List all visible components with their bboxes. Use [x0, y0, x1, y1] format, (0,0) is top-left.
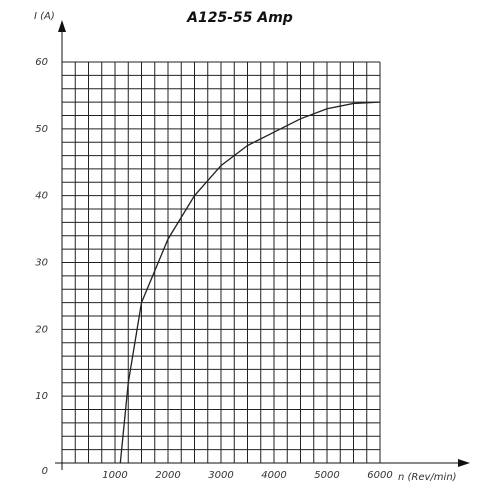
- y-tick-label: 0: [42, 466, 48, 477]
- x-tick-label: 6000: [367, 470, 392, 481]
- x-tick-label: 4000: [261, 470, 286, 481]
- y-axis-arrow: [58, 20, 66, 32]
- x-axis-label: n (Rev/min): [398, 472, 457, 483]
- x-axis-arrow: [458, 459, 470, 467]
- chart-title: A125-55 Amp: [186, 10, 293, 26]
- x-tick-label: 3000: [208, 470, 233, 481]
- y-tick-label: 20: [35, 324, 48, 335]
- x-tick-label: 1000: [102, 470, 127, 481]
- y-tick-label: 40: [35, 191, 48, 202]
- y-tick-label: 50: [35, 124, 48, 135]
- x-tick-label: 5000: [314, 470, 339, 481]
- data-line: [119, 101, 381, 464]
- x-tick-label: 2000: [155, 470, 180, 481]
- y-tick-label: 10: [35, 391, 48, 402]
- y-axis-label: I (A): [34, 11, 55, 22]
- y-tick-label: 60: [35, 57, 48, 68]
- y-tick-label: 30: [35, 258, 48, 269]
